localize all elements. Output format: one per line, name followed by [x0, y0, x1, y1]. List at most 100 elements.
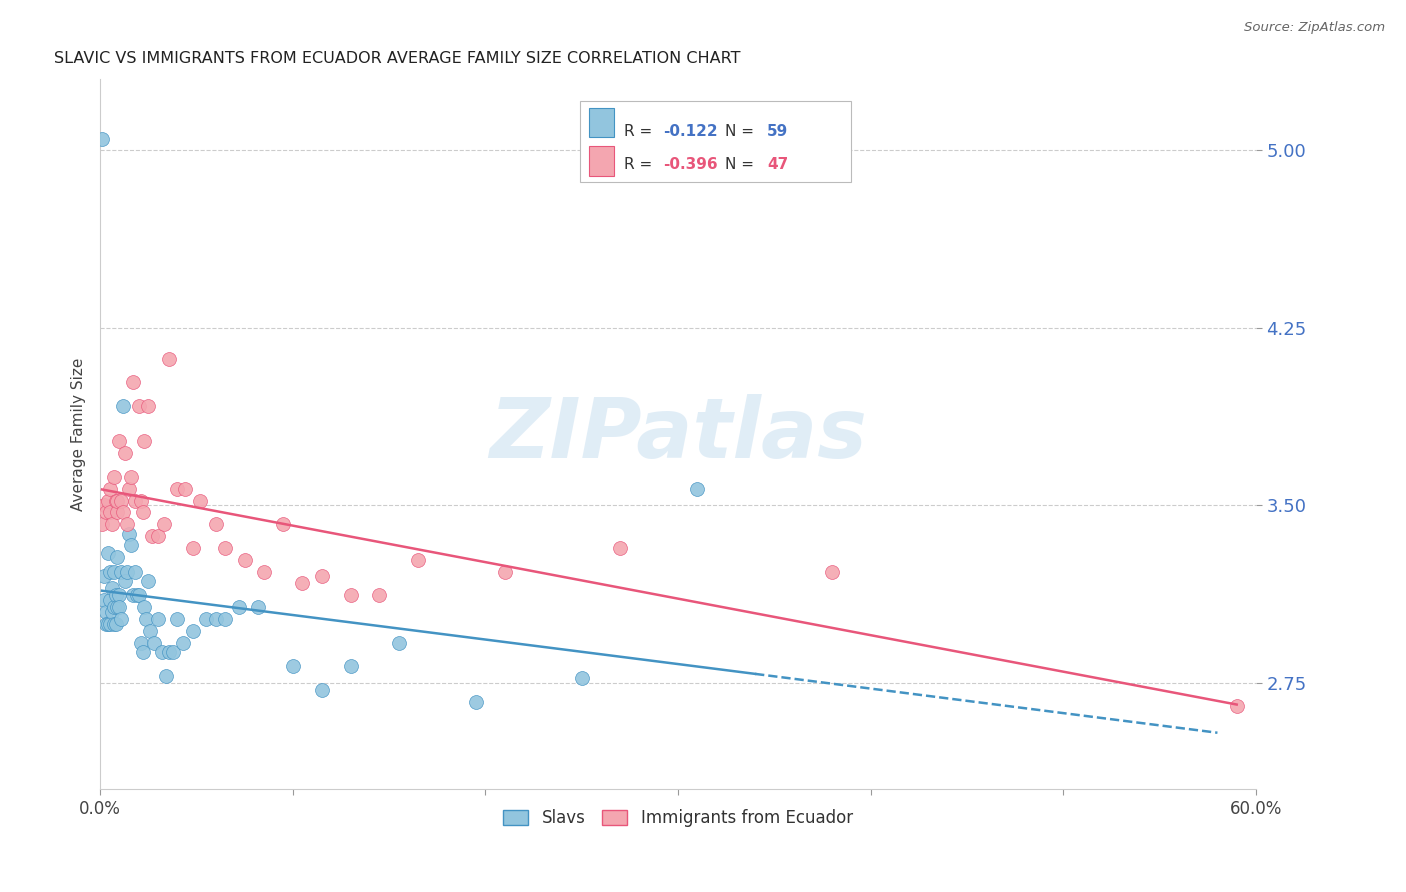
Point [98, 616, 121, 631]
Point [188, 493, 211, 508]
Point [122, 588, 145, 602]
Point [159, 645, 181, 659]
Point [107, 550, 129, 565]
Point [141, 529, 163, 543]
Point [98, 482, 121, 496]
Point [494, 565, 516, 579]
Point [93, 498, 115, 512]
Point [609, 541, 631, 555]
Point [135, 612, 157, 626]
Point [98, 593, 121, 607]
Point [115, 565, 138, 579]
Point [247, 600, 270, 615]
Bar [589, 146, 614, 176]
Point [97, 546, 120, 560]
Point [181, 624, 204, 638]
Point [114, 446, 136, 460]
Point [118, 482, 141, 496]
Point [139, 624, 162, 638]
Point [98, 505, 121, 519]
Point [94, 616, 117, 631]
Point [571, 671, 593, 685]
Text: ZIPatlas: ZIPatlas [489, 393, 868, 475]
Point [110, 612, 132, 626]
Point [112, 399, 135, 413]
Point [253, 565, 276, 579]
Point [100, 517, 122, 532]
Point [98, 565, 121, 579]
Point [124, 565, 146, 579]
Point [91, 517, 114, 532]
Text: R =: R = [624, 157, 657, 172]
Point [125, 588, 148, 602]
Point [686, 482, 709, 496]
Point [107, 600, 129, 615]
Point [228, 600, 250, 615]
Point [204, 612, 226, 626]
Point [174, 482, 197, 496]
Point [124, 493, 146, 508]
Y-axis label: Average Family Size: Average Family Size [72, 358, 86, 511]
Point [94, 505, 117, 519]
Point [388, 635, 411, 649]
Point [339, 659, 361, 673]
Point [821, 565, 844, 579]
Point [291, 576, 314, 591]
Point [162, 645, 184, 659]
Point [128, 399, 150, 413]
Point [91, 131, 114, 145]
Point [1226, 699, 1249, 714]
Point [150, 645, 173, 659]
Point [104, 493, 127, 508]
Point [146, 612, 169, 626]
Point [118, 526, 141, 541]
Point [104, 588, 127, 602]
Point [93, 569, 115, 583]
Point [214, 612, 236, 626]
Point [146, 529, 169, 543]
Text: R =: R = [624, 124, 657, 139]
Point [93, 593, 115, 607]
Point [368, 588, 391, 602]
Point [143, 635, 166, 649]
Point [97, 616, 120, 631]
Text: -0.396: -0.396 [664, 157, 717, 172]
Point [107, 505, 129, 519]
Point [103, 565, 125, 579]
Point [181, 541, 204, 555]
Text: -0.122: -0.122 [664, 124, 717, 139]
Point [166, 482, 188, 496]
Bar [589, 108, 614, 137]
Text: 59: 59 [768, 124, 789, 139]
Point [114, 574, 136, 588]
Point [159, 351, 181, 366]
Point [233, 552, 256, 566]
Point [136, 399, 159, 413]
Point [166, 612, 188, 626]
Point [464, 695, 486, 709]
Point [103, 600, 125, 615]
Point [134, 434, 156, 449]
Point [100, 581, 122, 595]
Point [103, 616, 125, 631]
Point [134, 600, 156, 615]
Point [136, 574, 159, 588]
Point [110, 493, 132, 508]
Point [94, 605, 117, 619]
Point [311, 682, 333, 697]
Point [152, 517, 174, 532]
Point [339, 588, 361, 602]
Point [115, 517, 138, 532]
Point [204, 517, 226, 532]
Text: N =: N = [725, 157, 759, 172]
Point [100, 605, 122, 619]
Point [131, 505, 153, 519]
Text: 47: 47 [768, 157, 789, 172]
Point [120, 539, 142, 553]
Point [131, 645, 153, 659]
Point [110, 565, 132, 579]
Point [103, 470, 125, 484]
Point [155, 668, 177, 682]
Point [214, 541, 236, 555]
Point [108, 588, 131, 602]
